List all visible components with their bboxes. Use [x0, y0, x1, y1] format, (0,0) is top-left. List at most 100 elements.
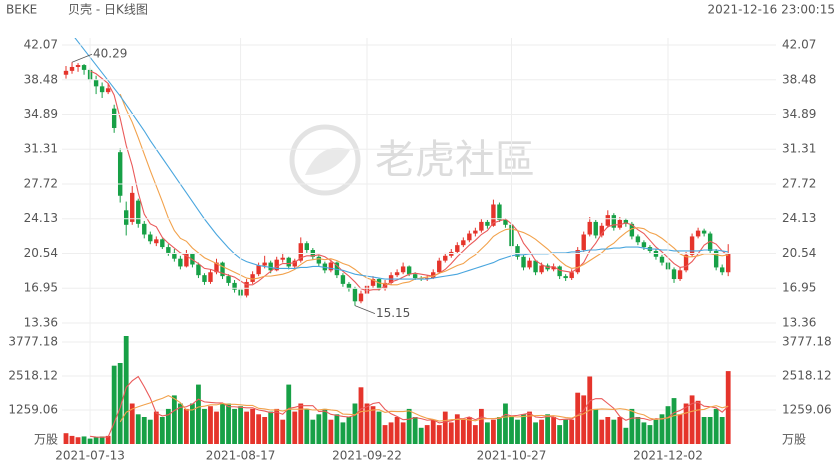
candle-body [563, 276, 568, 279]
candle-body [587, 221, 592, 235]
y-tick-label: 24.13 [24, 211, 58, 225]
x-tick-label: 2021-07-13 [55, 449, 125, 463]
candle-body [130, 192, 135, 222]
volume-bar [503, 403, 508, 444]
volume-bar [75, 437, 81, 444]
candle-body [557, 266, 562, 277]
annotation-leader [71, 53, 93, 63]
candle-body [726, 253, 731, 273]
candle-body [575, 249, 580, 273]
volume-bar [581, 395, 587, 444]
candle-body [473, 230, 478, 234]
volume-bar [533, 422, 538, 444]
volume-bar [123, 336, 129, 444]
volume-bar [202, 408, 207, 444]
candle-body [593, 221, 598, 236]
volume-bar [460, 419, 466, 444]
candle-body [617, 219, 623, 228]
volume-bar [466, 417, 472, 444]
candle-body [611, 215, 617, 228]
candle-body [443, 255, 448, 261]
volume-bar [653, 419, 659, 444]
volume-bar [250, 408, 256, 444]
volume-bar [677, 414, 683, 444]
candle-body [467, 233, 472, 241]
volume-bar [647, 425, 653, 444]
volume-bar [611, 419, 617, 444]
candle-body [256, 265, 261, 275]
x-tick-label: 2021-08-17 [206, 449, 276, 463]
candle-body [677, 270, 683, 280]
y-tick-label-right: 20.54 [782, 246, 816, 260]
volume-bar [527, 411, 532, 444]
candle-body [629, 223, 635, 237]
volume-bar [629, 408, 635, 444]
volume-bar [478, 408, 484, 444]
candle-body [166, 247, 171, 253]
y-tick-label-right: 31.31 [782, 142, 816, 156]
candle-body [232, 282, 237, 290]
volume-bar [262, 417, 268, 444]
volume-bar [364, 403, 370, 444]
candle-body [280, 257, 285, 260]
moving-average-line [89, 70, 729, 292]
volume-bar [334, 414, 340, 444]
candle-body [99, 86, 105, 93]
volume-bar [599, 419, 605, 444]
y-tick-label: 20.54 [24, 246, 58, 260]
candle-body [533, 260, 538, 273]
volume-bar [159, 417, 165, 444]
candle-body [455, 245, 460, 252]
candle-body [605, 215, 610, 226]
candle-body [641, 242, 647, 248]
volume-bar [328, 419, 334, 444]
candle-body [659, 256, 665, 263]
volume-bar [226, 403, 231, 444]
candle-body [196, 264, 201, 276]
volume-bar [671, 398, 677, 444]
candle-body [220, 262, 225, 277]
candle-body [491, 204, 496, 226]
y-tick-label: 1259.06 [8, 403, 58, 417]
y-tick-label-right: 2518.12 [782, 369, 832, 383]
volume-bar [695, 400, 701, 444]
volume-bar [135, 414, 141, 444]
volume-bar [713, 408, 719, 444]
volume-bar [683, 403, 689, 444]
candle-body [208, 272, 213, 282]
volume-bar [442, 411, 448, 444]
volume-bar [382, 425, 388, 444]
volume-bar [551, 417, 557, 444]
volume-bar [539, 419, 544, 444]
y-tick-label: 3777.18 [8, 335, 58, 349]
candle-body [485, 221, 490, 226]
volume-bar [454, 414, 460, 444]
candle-body [117, 152, 123, 196]
x-tick-label: 2021-09-22 [332, 449, 402, 463]
volume-bar [641, 422, 647, 444]
volume-bar [99, 436, 105, 444]
volume-bar [491, 419, 496, 444]
candle-body [352, 288, 358, 302]
candle-body [316, 256, 322, 264]
volume-bar [214, 411, 219, 444]
x-tick-label: 2021-10-27 [477, 449, 547, 463]
annotation-leader [354, 305, 376, 315]
volume-bar [322, 408, 328, 444]
candle-body [346, 283, 352, 289]
candle-body [304, 243, 309, 250]
candle-body [292, 260, 297, 267]
volume-bar [430, 419, 436, 444]
candle-body [124, 210, 129, 225]
y-tick-label-right: 13.36 [782, 316, 816, 330]
volume-bar [412, 417, 418, 444]
volume-bar [569, 419, 575, 444]
candle-body [142, 223, 147, 235]
moving-average-line [119, 395, 729, 423]
volume-bar [563, 419, 569, 444]
candle-body [701, 230, 707, 234]
y-tick-label-right: 16.95 [782, 281, 816, 295]
volume-bar [418, 427, 424, 444]
volume-bar [472, 425, 478, 444]
candle-body [250, 274, 255, 282]
